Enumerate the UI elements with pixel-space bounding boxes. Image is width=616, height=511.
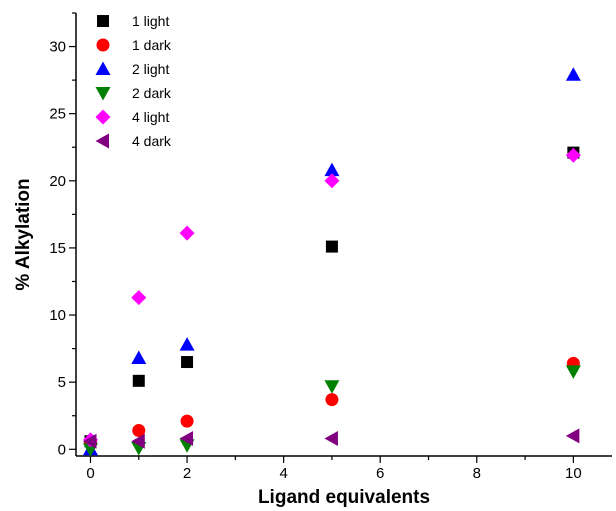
data-point — [131, 433, 145, 449]
series-2-dark — [82, 365, 581, 457]
legend-marker — [97, 15, 109, 27]
data-point — [565, 147, 581, 163]
data-point — [179, 225, 195, 241]
y-tick-label: 20 — [49, 173, 66, 190]
x-axis-title: Ligand equivalents — [258, 487, 430, 508]
legend-marker — [95, 109, 111, 125]
data-point — [131, 290, 147, 306]
y-tick-label: 15 — [49, 240, 66, 257]
legend: 1 light 1 dark 2 light 2 dark 4 light 4 dark — [95, 13, 172, 149]
data-point — [324, 380, 340, 394]
y-tick-label: 10 — [49, 307, 66, 324]
axes: 0 2 4 6 8 10 0 5 10 15 20 25 30 — [49, 12, 612, 482]
data-point — [82, 433, 97, 449]
legend-label: 2 dark — [132, 85, 172, 101]
data-point — [132, 423, 146, 437]
legend-label: 1 dark — [132, 37, 172, 53]
data-point — [325, 240, 338, 253]
data-markers — [82, 67, 581, 457]
series-4-dark — [82, 428, 580, 449]
x-tick-label: 2 — [183, 465, 191, 482]
data-point — [565, 428, 580, 444]
data-point — [132, 374, 145, 387]
data-point — [324, 162, 340, 177]
y-tick-label: 0 — [58, 441, 66, 458]
x-tick-label: 4 — [279, 465, 287, 482]
data-point — [565, 365, 581, 379]
y-tick-label: 25 — [49, 106, 66, 123]
x-tick-label: 10 — [565, 465, 582, 482]
x-tick-label: 0 — [86, 465, 94, 482]
data-point — [181, 356, 194, 369]
x-tick-label: 6 — [376, 465, 384, 482]
data-point — [131, 350, 147, 365]
data-point — [179, 337, 195, 351]
legend-label: 4 dark — [132, 133, 172, 149]
legend-marker — [96, 38, 110, 52]
legend-marker — [95, 133, 109, 149]
y-tick-label: 5 — [58, 374, 66, 391]
y-tick-label: 30 — [49, 39, 66, 56]
data-point — [179, 431, 194, 447]
y-axis-title: % Alkylation — [13, 178, 34, 290]
data-point — [324, 173, 340, 189]
legend-marker — [95, 87, 111, 101]
legend-marker — [95, 61, 111, 75]
x-tick-label: 8 — [473, 465, 481, 482]
data-point — [565, 67, 581, 81]
legend-label: 4 light — [132, 109, 169, 125]
data-point — [180, 414, 194, 428]
data-point — [324, 431, 338, 447]
data-point — [325, 393, 339, 407]
legend-label: 1 light — [132, 13, 169, 29]
legend-label: 2 light — [132, 61, 169, 77]
